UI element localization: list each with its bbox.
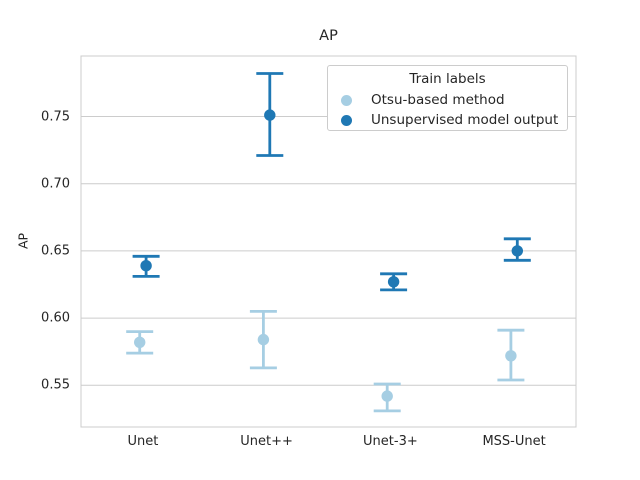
data-point <box>257 333 270 346</box>
legend-item: Unsupervised model output <box>328 110 567 130</box>
data-point <box>140 260 152 272</box>
y-tick-label: 0.75 <box>41 109 70 124</box>
y-tick-label: 0.60 <box>41 310 70 326</box>
y-tick-label: 0.65 <box>41 243 70 259</box>
legend-item-label: Unsupervised model output <box>371 112 559 128</box>
data-point <box>511 245 523 257</box>
data-point <box>381 390 393 402</box>
x-tick-label: MSS-Unet <box>482 434 546 449</box>
data-point <box>387 276 400 288</box>
legend-marker-icon <box>341 114 352 126</box>
data-point <box>134 336 146 348</box>
legend-marker-icon <box>341 94 352 106</box>
y-tick-label: 0.70 <box>41 176 70 192</box>
data-point <box>505 350 517 362</box>
legend-title: Train labels <box>409 71 486 87</box>
x-tick-label: Unet-3+ <box>363 434 418 449</box>
legend-items: Otsu-based method Unsupervised model outp… <box>328 90 567 130</box>
y-tick-label: 0.55 <box>41 377 70 393</box>
plot-border <box>80 55 577 428</box>
data-point <box>264 109 276 121</box>
x-tick-label: Unet <box>127 434 159 449</box>
x-tick-label: Unet++ <box>240 434 293 449</box>
legend-item-label: Otsu-based method <box>371 92 505 108</box>
legend: Train labels Otsu-based method Unsupervis… <box>327 65 568 131</box>
legend-item: Otsu-based method <box>328 90 567 110</box>
chart-title: AP <box>319 28 338 44</box>
